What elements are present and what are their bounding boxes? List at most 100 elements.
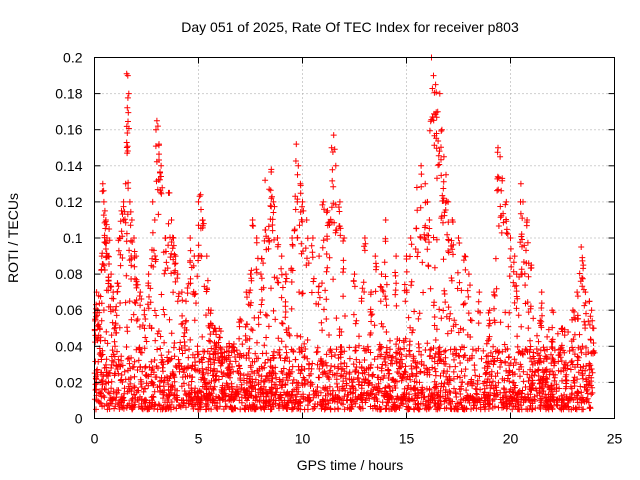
data-point (329, 177, 336, 184)
data-point (203, 385, 210, 392)
data-point (179, 312, 186, 319)
data-point (462, 366, 469, 373)
data-point (506, 378, 513, 385)
data-point (225, 384, 232, 391)
data-point (236, 319, 243, 326)
data-point (495, 174, 502, 181)
data-point (183, 317, 190, 324)
data-point (589, 384, 596, 391)
data-point (309, 254, 316, 261)
data-point (296, 222, 303, 229)
data-point (481, 389, 488, 396)
data-point (156, 151, 162, 158)
data-point (335, 406, 342, 413)
data-point (153, 374, 160, 380)
data-point (548, 344, 555, 350)
data-point (489, 353, 496, 360)
data-point (441, 368, 447, 374)
data-point (237, 371, 244, 377)
data-point (196, 193, 203, 200)
data-point (211, 359, 218, 366)
data-point (246, 289, 253, 296)
data-point (459, 379, 466, 386)
data-point (275, 279, 282, 286)
data-point (113, 303, 120, 310)
data-point (227, 396, 233, 403)
data-point (201, 348, 208, 355)
data-point (475, 308, 482, 315)
data-point (153, 126, 159, 133)
data-point (282, 309, 289, 315)
data-point (126, 298, 133, 305)
data-point (495, 379, 502, 386)
data-point (578, 389, 585, 396)
data-point (502, 201, 509, 208)
data-point (126, 247, 133, 254)
data-point (390, 377, 397, 384)
data-point (367, 349, 374, 356)
data-point (369, 405, 376, 412)
y-tick-label: 0 (75, 411, 83, 427)
data-point (230, 368, 237, 375)
data-point (513, 359, 519, 366)
data-point (391, 399, 398, 406)
data-point (263, 389, 270, 396)
data-point (537, 385, 543, 392)
data-point (367, 306, 374, 313)
data-point (571, 351, 578, 358)
data-point (494, 347, 501, 354)
data-point (413, 225, 420, 232)
data-point (490, 385, 497, 392)
data-point (377, 298, 384, 305)
data-point (134, 387, 141, 394)
data-point (308, 242, 315, 249)
data-point (350, 311, 357, 318)
data-point (346, 355, 353, 362)
data-point (392, 272, 399, 279)
data-point (158, 352, 165, 359)
data-point (559, 396, 566, 403)
data-point (328, 353, 335, 360)
data-point (543, 375, 550, 382)
data-point (528, 358, 535, 365)
data-point (523, 260, 530, 267)
data-point (513, 288, 520, 295)
data-point (101, 394, 108, 401)
data-point (225, 372, 232, 379)
data-point (234, 368, 241, 375)
data-point (253, 355, 260, 362)
data-point (521, 242, 528, 249)
data-point (122, 376, 129, 383)
data-point (118, 228, 125, 235)
data-point (192, 401, 199, 408)
data-point (422, 347, 429, 353)
data-point (303, 262, 310, 269)
data-point (448, 237, 455, 244)
data-point (467, 394, 474, 401)
data-point (311, 403, 318, 410)
data-point (251, 403, 258, 410)
data-point (140, 388, 147, 395)
data-point (367, 330, 374, 336)
data-point (99, 378, 106, 385)
data-point (475, 320, 482, 327)
data-point (436, 148, 443, 155)
data-point (275, 335, 282, 342)
data-point (124, 72, 131, 79)
data-point (578, 244, 585, 250)
data-point (352, 368, 358, 375)
data-point (126, 360, 133, 367)
data-point (352, 400, 359, 407)
data-point (269, 222, 276, 228)
data-point (327, 216, 334, 223)
data-point (365, 382, 372, 389)
data-point (485, 406, 492, 412)
data-point (139, 368, 146, 375)
data-point (272, 316, 279, 323)
data-point (129, 239, 136, 245)
data-point (500, 210, 507, 217)
data-point (342, 313, 348, 319)
data-point (162, 399, 168, 406)
data-point (309, 235, 316, 241)
data-point (353, 364, 360, 370)
